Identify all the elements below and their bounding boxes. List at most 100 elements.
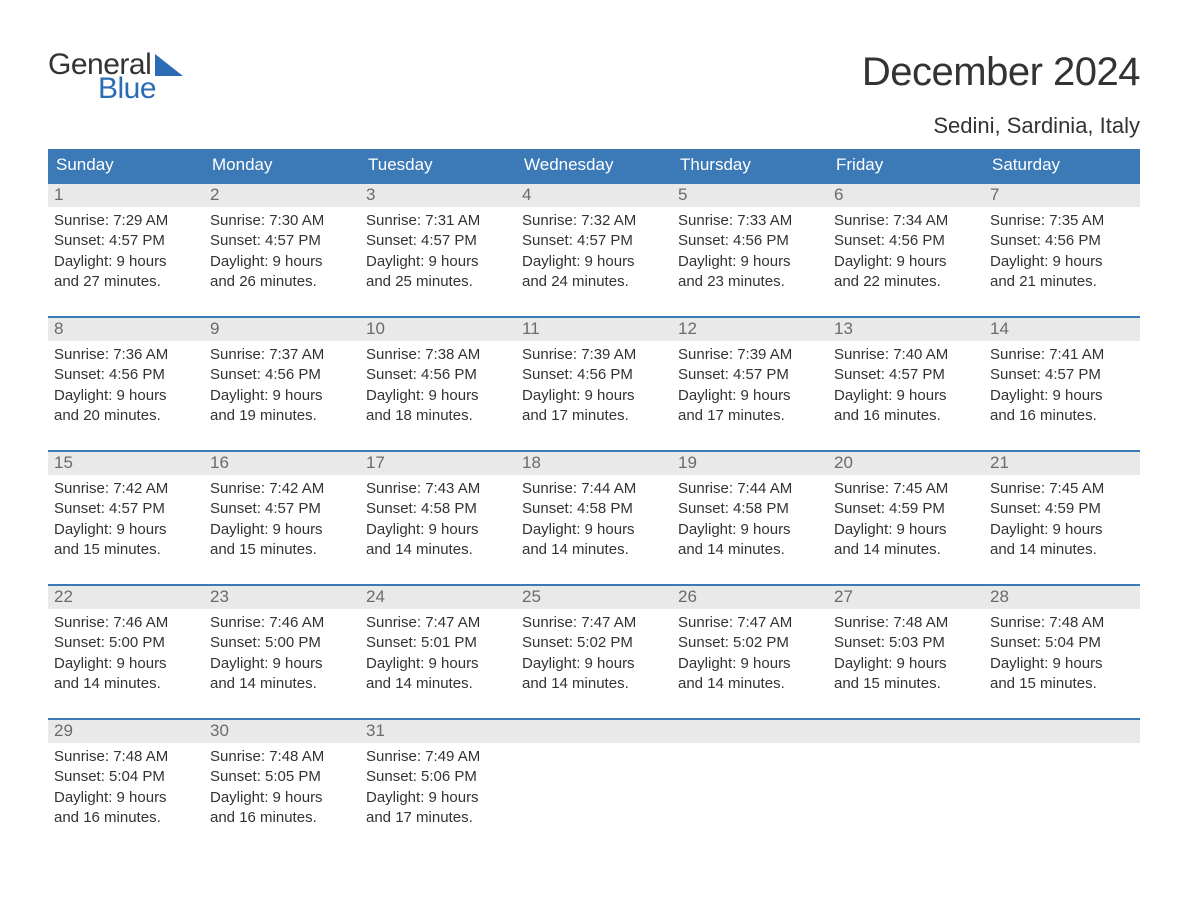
sunrise-text: Sunrise: 7:45 AM <box>834 479 978 499</box>
daylight-text-line1: Daylight: 9 hours <box>678 520 822 540</box>
day-number: 7 <box>984 184 1140 207</box>
calendar-day: 7 Sunrise: 7:35 AMSunset: 4:56 PMDaylight… <box>984 184 1140 302</box>
day-info: Sunrise: 7:29 AMSunset: 4:57 PMDaylight:… <box>48 207 204 298</box>
daylight-text-line2: and 16 minutes. <box>990 406 1134 426</box>
daylight-text-line1: Daylight: 9 hours <box>990 386 1134 406</box>
daylight-text-line2: and 16 minutes. <box>210 808 354 828</box>
title-block: December 2024 Sedini, Sardinia, Italy <box>862 50 1140 139</box>
daylight-text-line1: Daylight: 9 hours <box>210 654 354 674</box>
calendar-day: 21Sunrise: 7:45 AMSunset: 4:59 PMDayligh… <box>984 452 1140 570</box>
daylight-text-line2: and 15 minutes. <box>54 540 198 560</box>
sunset-text: Sunset: 4:57 PM <box>522 231 666 251</box>
day-info: Sunrise: 7:36 AMSunset: 4:56 PMDaylight:… <box>48 341 204 432</box>
daylight-text-line1: Daylight: 9 hours <box>522 252 666 272</box>
day-info: Sunrise: 7:45 AMSunset: 4:59 PMDaylight:… <box>828 475 984 566</box>
day-info: Sunrise: 7:44 AMSunset: 4:58 PMDaylight:… <box>672 475 828 566</box>
sunset-text: Sunset: 5:02 PM <box>678 633 822 653</box>
day-info: Sunrise: 7:47 AMSunset: 5:01 PMDaylight:… <box>360 609 516 700</box>
day-number: 1 <box>48 184 204 207</box>
day-info: Sunrise: 7:31 AMSunset: 4:57 PMDaylight:… <box>360 207 516 298</box>
day-number: 27 <box>828 586 984 609</box>
daylight-text-line1: Daylight: 9 hours <box>54 386 198 406</box>
day-number: 17 <box>360 452 516 475</box>
day-info: Sunrise: 7:41 AMSunset: 4:57 PMDaylight:… <box>984 341 1140 432</box>
daylight-text-line1: Daylight: 9 hours <box>678 386 822 406</box>
day-info: Sunrise: 7:37 AMSunset: 4:56 PMDaylight:… <box>204 341 360 432</box>
daylight-text-line2: and 16 minutes. <box>54 808 198 828</box>
month-title: December 2024 <box>862 50 1140 95</box>
location-subtitle: Sedini, Sardinia, Italy <box>862 113 1140 139</box>
daylight-text-line2: and 19 minutes. <box>210 406 354 426</box>
day-number: 29 <box>48 720 204 743</box>
day-info: Sunrise: 7:42 AMSunset: 4:57 PMDaylight:… <box>48 475 204 566</box>
daylight-text-line1: Daylight: 9 hours <box>522 520 666 540</box>
weekday-header: Friday <box>828 149 984 182</box>
sunrise-text: Sunrise: 7:41 AM <box>990 345 1134 365</box>
sunset-text: Sunset: 4:56 PM <box>522 365 666 385</box>
daylight-text-line2: and 24 minutes. <box>522 272 666 292</box>
daylight-text-line1: Daylight: 9 hours <box>210 386 354 406</box>
weekday-header: Sunday <box>48 149 204 182</box>
daylight-text-line2: and 22 minutes. <box>834 272 978 292</box>
daylight-text-line1: Daylight: 9 hours <box>990 252 1134 272</box>
daylight-text-line1: Daylight: 9 hours <box>366 252 510 272</box>
calendar-week: 1Sunrise: 7:29 AMSunset: 4:57 PMDaylight… <box>48 182 1140 302</box>
sunset-text: Sunset: 4:57 PM <box>210 231 354 251</box>
calendar-day: 6Sunrise: 7:34 AMSunset: 4:56 PMDaylight… <box>828 184 984 302</box>
sunrise-text: Sunrise: 7:49 AM <box>366 747 510 767</box>
daylight-text-line1: Daylight: 9 hours <box>54 252 198 272</box>
sunrise-text: Sunrise: 7:36 AM <box>54 345 198 365</box>
day-info: Sunrise: 7:46 AMSunset: 5:00 PMDaylight:… <box>204 609 360 700</box>
sunrise-text: Sunrise: 7:45 AM <box>990 479 1134 499</box>
day-number <box>516 720 672 743</box>
sunset-text: Sunset: 4:59 PM <box>990 499 1134 519</box>
calendar-day: 2Sunrise: 7:30 AMSunset: 4:57 PMDaylight… <box>204 184 360 302</box>
calendar-day: 27Sunrise: 7:48 AMSunset: 5:03 PMDayligh… <box>828 586 984 704</box>
daylight-text-line2: and 14 minutes. <box>678 540 822 560</box>
calendar-day: 26Sunrise: 7:47 AMSunset: 5:02 PMDayligh… <box>672 586 828 704</box>
sunrise-text: Sunrise: 7:39 AM <box>678 345 822 365</box>
daylight-text-line1: Daylight: 9 hours <box>834 252 978 272</box>
weekday-header: Monday <box>204 149 360 182</box>
calendar-day: 24Sunrise: 7:47 AMSunset: 5:01 PMDayligh… <box>360 586 516 704</box>
calendar-day: 30Sunrise: 7:48 AMSunset: 5:05 PMDayligh… <box>204 720 360 838</box>
calendar-day: 28Sunrise: 7:48 AMSunset: 5:04 PMDayligh… <box>984 586 1140 704</box>
day-number: 28 <box>984 586 1140 609</box>
calendar-week: 8Sunrise: 7:36 AMSunset: 4:56 PMDaylight… <box>48 316 1140 436</box>
daylight-text-line1: Daylight: 9 hours <box>522 654 666 674</box>
calendar-day <box>984 720 1140 838</box>
day-number: 15 <box>48 452 204 475</box>
daylight-text-line1: Daylight: 9 hours <box>210 788 354 808</box>
logo-text-blue: Blue <box>98 74 183 104</box>
sunrise-text: Sunrise: 7:40 AM <box>834 345 978 365</box>
calendar-week: 15Sunrise: 7:42 AMSunset: 4:57 PMDayligh… <box>48 450 1140 570</box>
daylight-text-line1: Daylight: 9 hours <box>210 520 354 540</box>
daylight-text-line1: Daylight: 9 hours <box>54 788 198 808</box>
day-number: 30 <box>204 720 360 743</box>
sunset-text: Sunset: 4:56 PM <box>990 231 1134 251</box>
sunrise-text: Sunrise: 7:35 AM <box>990 211 1134 231</box>
sunset-text: Sunset: 5:01 PM <box>366 633 510 653</box>
calendar-week: 22Sunrise: 7:46 AMSunset: 5:00 PMDayligh… <box>48 584 1140 704</box>
sunset-text: Sunset: 5:06 PM <box>366 767 510 787</box>
day-number: 12 <box>672 318 828 341</box>
day-info: Sunrise: 7:46 AMSunset: 5:00 PMDaylight:… <box>48 609 204 700</box>
daylight-text-line1: Daylight: 9 hours <box>990 654 1134 674</box>
day-number <box>828 720 984 743</box>
day-info: Sunrise: 7:44 AMSunset: 4:58 PMDaylight:… <box>516 475 672 566</box>
day-info: Sunrise: 7:48 AMSunset: 5:04 PMDaylight:… <box>48 743 204 834</box>
daylight-text-line1: Daylight: 9 hours <box>366 386 510 406</box>
day-info: Sunrise: 7:42 AMSunset: 4:57 PMDaylight:… <box>204 475 360 566</box>
day-number: 4 <box>516 184 672 207</box>
daylight-text-line2: and 15 minutes. <box>210 540 354 560</box>
calendar: Sunday Monday Tuesday Wednesday Thursday… <box>48 149 1140 838</box>
daylight-text-line1: Daylight: 9 hours <box>210 252 354 272</box>
logo: General Blue <box>48 50 183 104</box>
sunrise-text: Sunrise: 7:46 AM <box>210 613 354 633</box>
daylight-text-line2: and 14 minutes. <box>522 674 666 694</box>
sunrise-text: Sunrise: 7:48 AM <box>990 613 1134 633</box>
day-number: 18 <box>516 452 672 475</box>
sunrise-text: Sunrise: 7:48 AM <box>210 747 354 767</box>
calendar-day <box>672 720 828 838</box>
sunrise-text: Sunrise: 7:48 AM <box>54 747 198 767</box>
